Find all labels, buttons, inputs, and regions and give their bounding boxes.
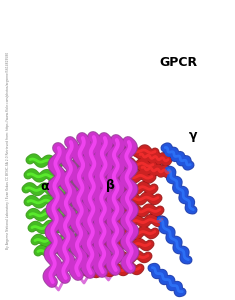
Text: γ: γ (188, 128, 197, 142)
Text: β: β (106, 179, 115, 193)
Text: By Argonne National Laboratory / Evan Kobos CC BY-NC-SA 2.0 Retrieved from: http: By Argonne National Laboratory / Evan Ko… (6, 51, 10, 249)
Text: α: α (40, 179, 49, 193)
Text: GPCR: GPCR (160, 56, 198, 70)
